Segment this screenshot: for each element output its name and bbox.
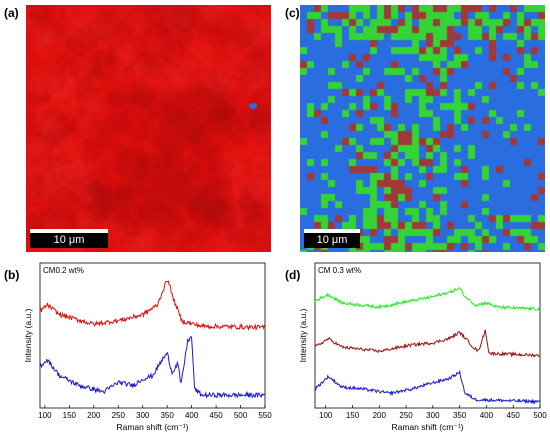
chart-d-xtick-label-500: 500	[533, 411, 547, 420]
panel-c-label: (c)	[285, 6, 300, 20]
chart-b-xtick-label-250: 250	[112, 411, 126, 420]
chart-b-annotation: CM0.2 wt%	[43, 266, 84, 275]
chart-b-xlabel: Raman shift (cm⁻¹)	[116, 422, 188, 432]
scale-bar-c-line	[304, 229, 360, 233]
chart-d-xtick-label-150: 150	[346, 411, 360, 420]
chart-d-series-blue	[314, 369, 541, 405]
chart-d-xlabel: Raman shift (cm⁻¹)	[391, 422, 463, 432]
chart-d-xtick-label-300: 300	[426, 411, 440, 420]
chart-b-xtick-label-100: 100	[38, 411, 52, 420]
scale-bar-c: 10 μm	[304, 229, 360, 248]
chart-d-xtick-label-200: 200	[373, 411, 387, 420]
chart-b-ylabel: Intensity (a.u.)	[23, 308, 33, 362]
panel-b-label: (b)	[4, 268, 20, 282]
chart-b-xtick-label-400: 400	[185, 411, 199, 420]
chart-b-xtick-label-550: 550	[258, 411, 272, 420]
chart-d-xtick-label-450: 450	[507, 411, 521, 420]
raman-spectrum-chart-b: CM0.2 wt% 100 150 200 250 300 350 400 450 500 550 R…	[23, 262, 272, 432]
scale-bar-c-label: 10 μm	[316, 234, 348, 246]
raman-map-c-canvas	[300, 5, 545, 252]
chart-d-xtick-label-400: 400	[480, 411, 494, 420]
chart-d-series-green	[314, 286, 540, 312]
raman-map-c: 10 μm	[300, 5, 545, 252]
chart-d-series-darkred	[314, 329, 541, 358]
chart-d-annotation: CM 0.3 wt%	[318, 266, 361, 275]
scale-bar-a-label: 10 μm	[53, 234, 85, 246]
chart-b-xtick-label-350: 350	[160, 411, 174, 420]
chart-b-series-blue	[39, 336, 266, 399]
chart-b-xtick-label-300: 300	[136, 411, 150, 420]
chart-b-xtick-label-150: 150	[63, 411, 77, 420]
chart-b-plot-frame	[39, 262, 266, 409]
chart-b-xtick-label-500: 500	[234, 411, 248, 420]
scale-bar-a: 10 μm	[30, 229, 108, 248]
chart-d-xtick-label-250: 250	[399, 411, 413, 420]
raman-map-a: 10 μm	[26, 5, 271, 252]
chart-b-xtick-label-200: 200	[87, 411, 101, 420]
chart-b-series-red	[39, 280, 266, 331]
raman-spectrum-chart-d: CM 0.3 wt% 100 150 200 250 300 350 400 450 500 Ram…	[298, 262, 547, 432]
raman-map-a-canvas	[26, 5, 271, 252]
panel-d-label: (d)	[285, 268, 301, 282]
chart-d-xtick-label-100: 100	[319, 411, 333, 420]
chart-d-ylabel: Intensity (a.u.)	[298, 308, 308, 362]
chart-d-xtick-label-350: 350	[453, 411, 467, 420]
chart-d-plot-frame	[314, 262, 541, 409]
scale-bar-a-line	[30, 229, 108, 233]
chart-b-xtick-label-450: 450	[209, 411, 223, 420]
panel-a-label: (a)	[4, 6, 19, 20]
